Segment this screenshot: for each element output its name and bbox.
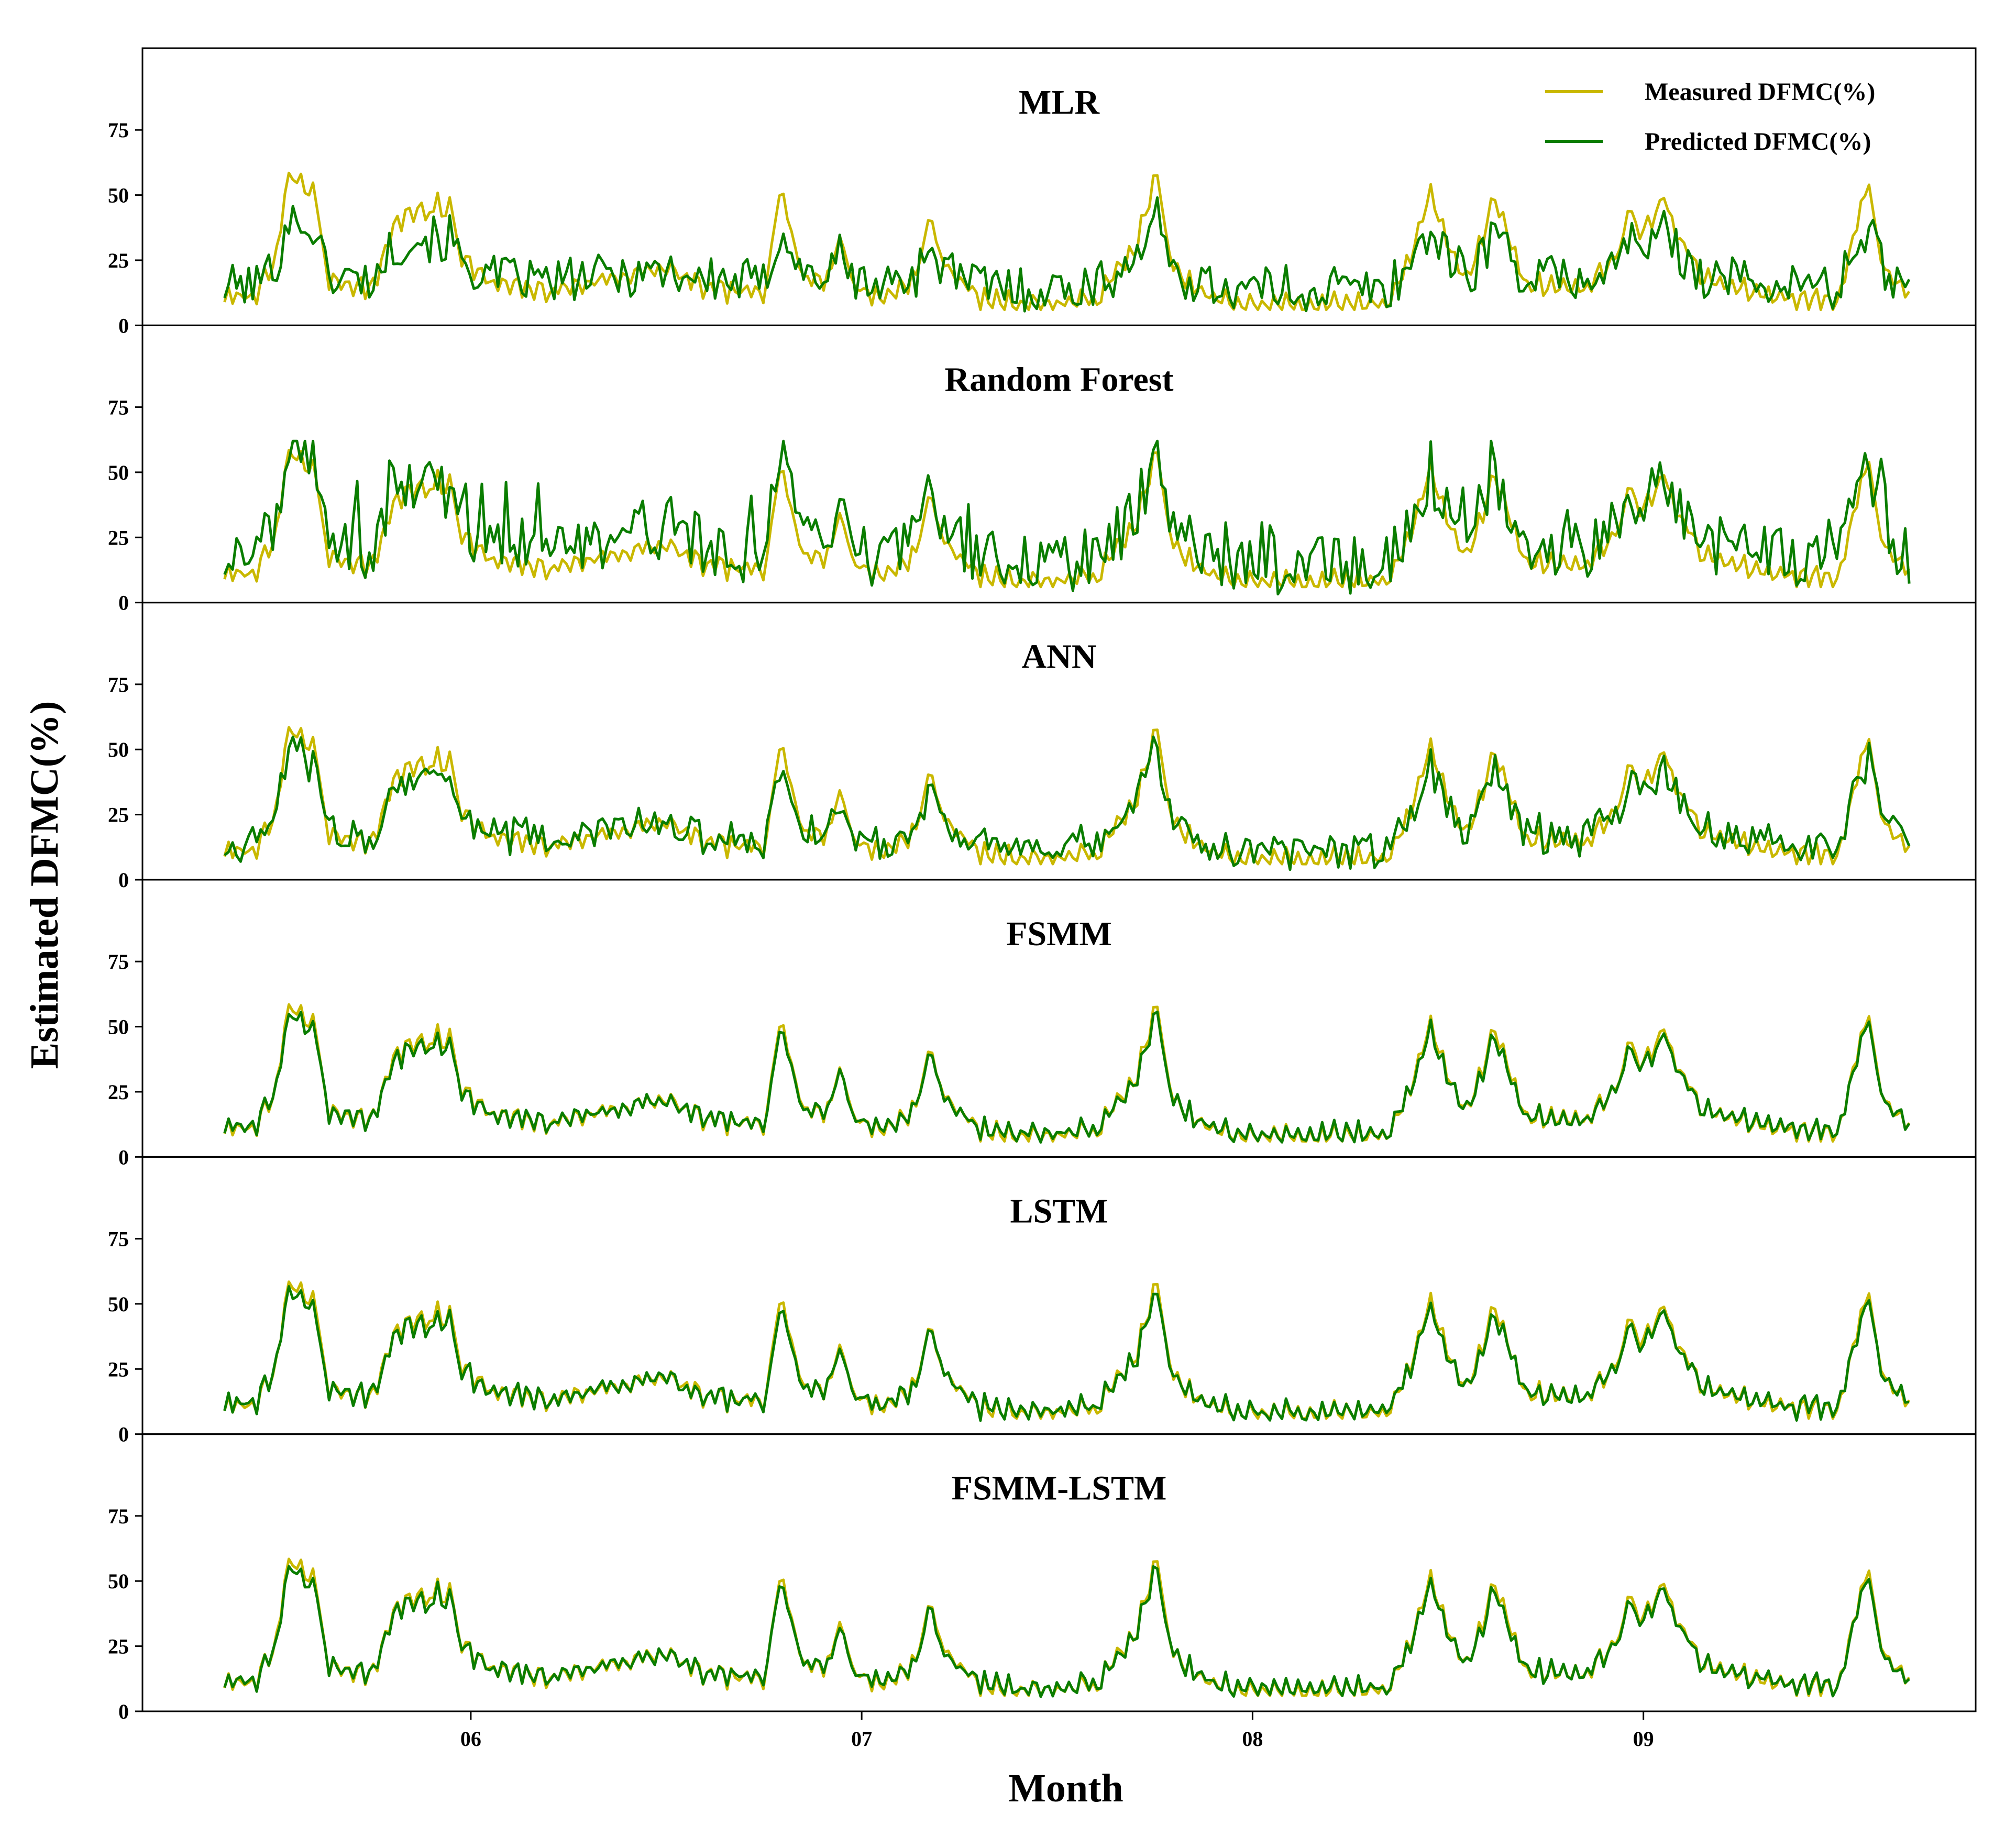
series-predicted-line xyxy=(224,735,1911,871)
panel-title: MLR xyxy=(1019,83,1100,121)
panel-title: ANN xyxy=(1022,638,1097,676)
x-tick-label: 09 xyxy=(1633,1727,1654,1751)
y-tick-label: 0 xyxy=(118,314,129,337)
y-tick-label: 50 xyxy=(108,1015,129,1039)
x-tick-label: 06 xyxy=(460,1727,481,1751)
y-tick-label: 50 xyxy=(108,1569,129,1593)
panel-random-forest: 0 25 50 75 Random Forest xyxy=(108,324,1977,615)
y-tick-label: 0 xyxy=(118,1423,129,1446)
series-measured-line xyxy=(223,726,1911,866)
series-predicted-line xyxy=(223,1565,1910,1698)
series-measured-line xyxy=(223,449,1911,589)
panel-title: FSMM xyxy=(1006,915,1112,953)
series-predicted-line xyxy=(223,439,1911,596)
y-tick-label: 25 xyxy=(108,1080,129,1104)
panel-fsmm: 0 25 50 75 FSMM xyxy=(108,879,1977,1169)
y-tick-label: 25 xyxy=(108,1635,129,1658)
y-tick-label: 50 xyxy=(108,461,129,484)
y-tick-label: 25 xyxy=(108,526,129,549)
panel-title: Random Forest xyxy=(945,360,1174,399)
y-tick-label: 25 xyxy=(108,1357,129,1381)
y-tick-label: 75 xyxy=(108,118,129,142)
x-axis: 06 07 08 09 xyxy=(460,1711,1654,1751)
y-tick-label: 25 xyxy=(108,803,129,827)
series-measured-line xyxy=(223,171,1911,311)
y-tick-label: 0 xyxy=(118,1145,129,1169)
series-predicted-line xyxy=(223,1285,1910,1422)
y-tick-label: 50 xyxy=(108,184,129,207)
series-predicted-line xyxy=(223,196,1911,313)
x-tick-label: 07 xyxy=(851,1727,872,1751)
panels: 0 25 50 75 MLR 0 25 50 75 Random Forest 0 25 50 75 ANN… xyxy=(108,47,1977,1723)
legend-label: Measured DFMC(%) xyxy=(1645,78,1875,106)
y-tick-label: 0 xyxy=(118,591,129,615)
panel-fsmm-lstm: 0 25 50 75 FSMM-LSTM xyxy=(108,1433,1977,1723)
y-tick-label: 0 xyxy=(118,868,129,892)
y-tick-label: 0 xyxy=(118,1700,129,1723)
y-axis-label: Estimated DFMC(%) xyxy=(23,701,67,1069)
series-predicted-line xyxy=(223,1010,1911,1144)
y-tick-label: 75 xyxy=(108,950,129,973)
panel-ann: 0 25 50 75 ANN xyxy=(108,602,1977,892)
panel-frame xyxy=(141,1433,1977,1712)
panel-title: LSTM xyxy=(1010,1192,1108,1230)
y-tick-label: 75 xyxy=(108,395,129,419)
y-tick-label: 50 xyxy=(108,1292,129,1316)
panel-title: FSMM-LSTM xyxy=(952,1469,1167,1508)
legend-label: Predicted DFMC(%) xyxy=(1645,128,1871,156)
y-tick-label: 25 xyxy=(108,249,129,272)
x-axis-label: Month xyxy=(1008,1766,1123,1810)
y-tick-label: 75 xyxy=(108,1227,129,1251)
y-tick-label: 75 xyxy=(108,673,129,696)
legend: Measured DFMC(%) Predicted DFMC(%) xyxy=(1545,78,1875,156)
y-tick-label: 75 xyxy=(108,1504,129,1528)
y-tick-label: 50 xyxy=(108,738,129,761)
x-tick-label: 08 xyxy=(1242,1727,1263,1751)
